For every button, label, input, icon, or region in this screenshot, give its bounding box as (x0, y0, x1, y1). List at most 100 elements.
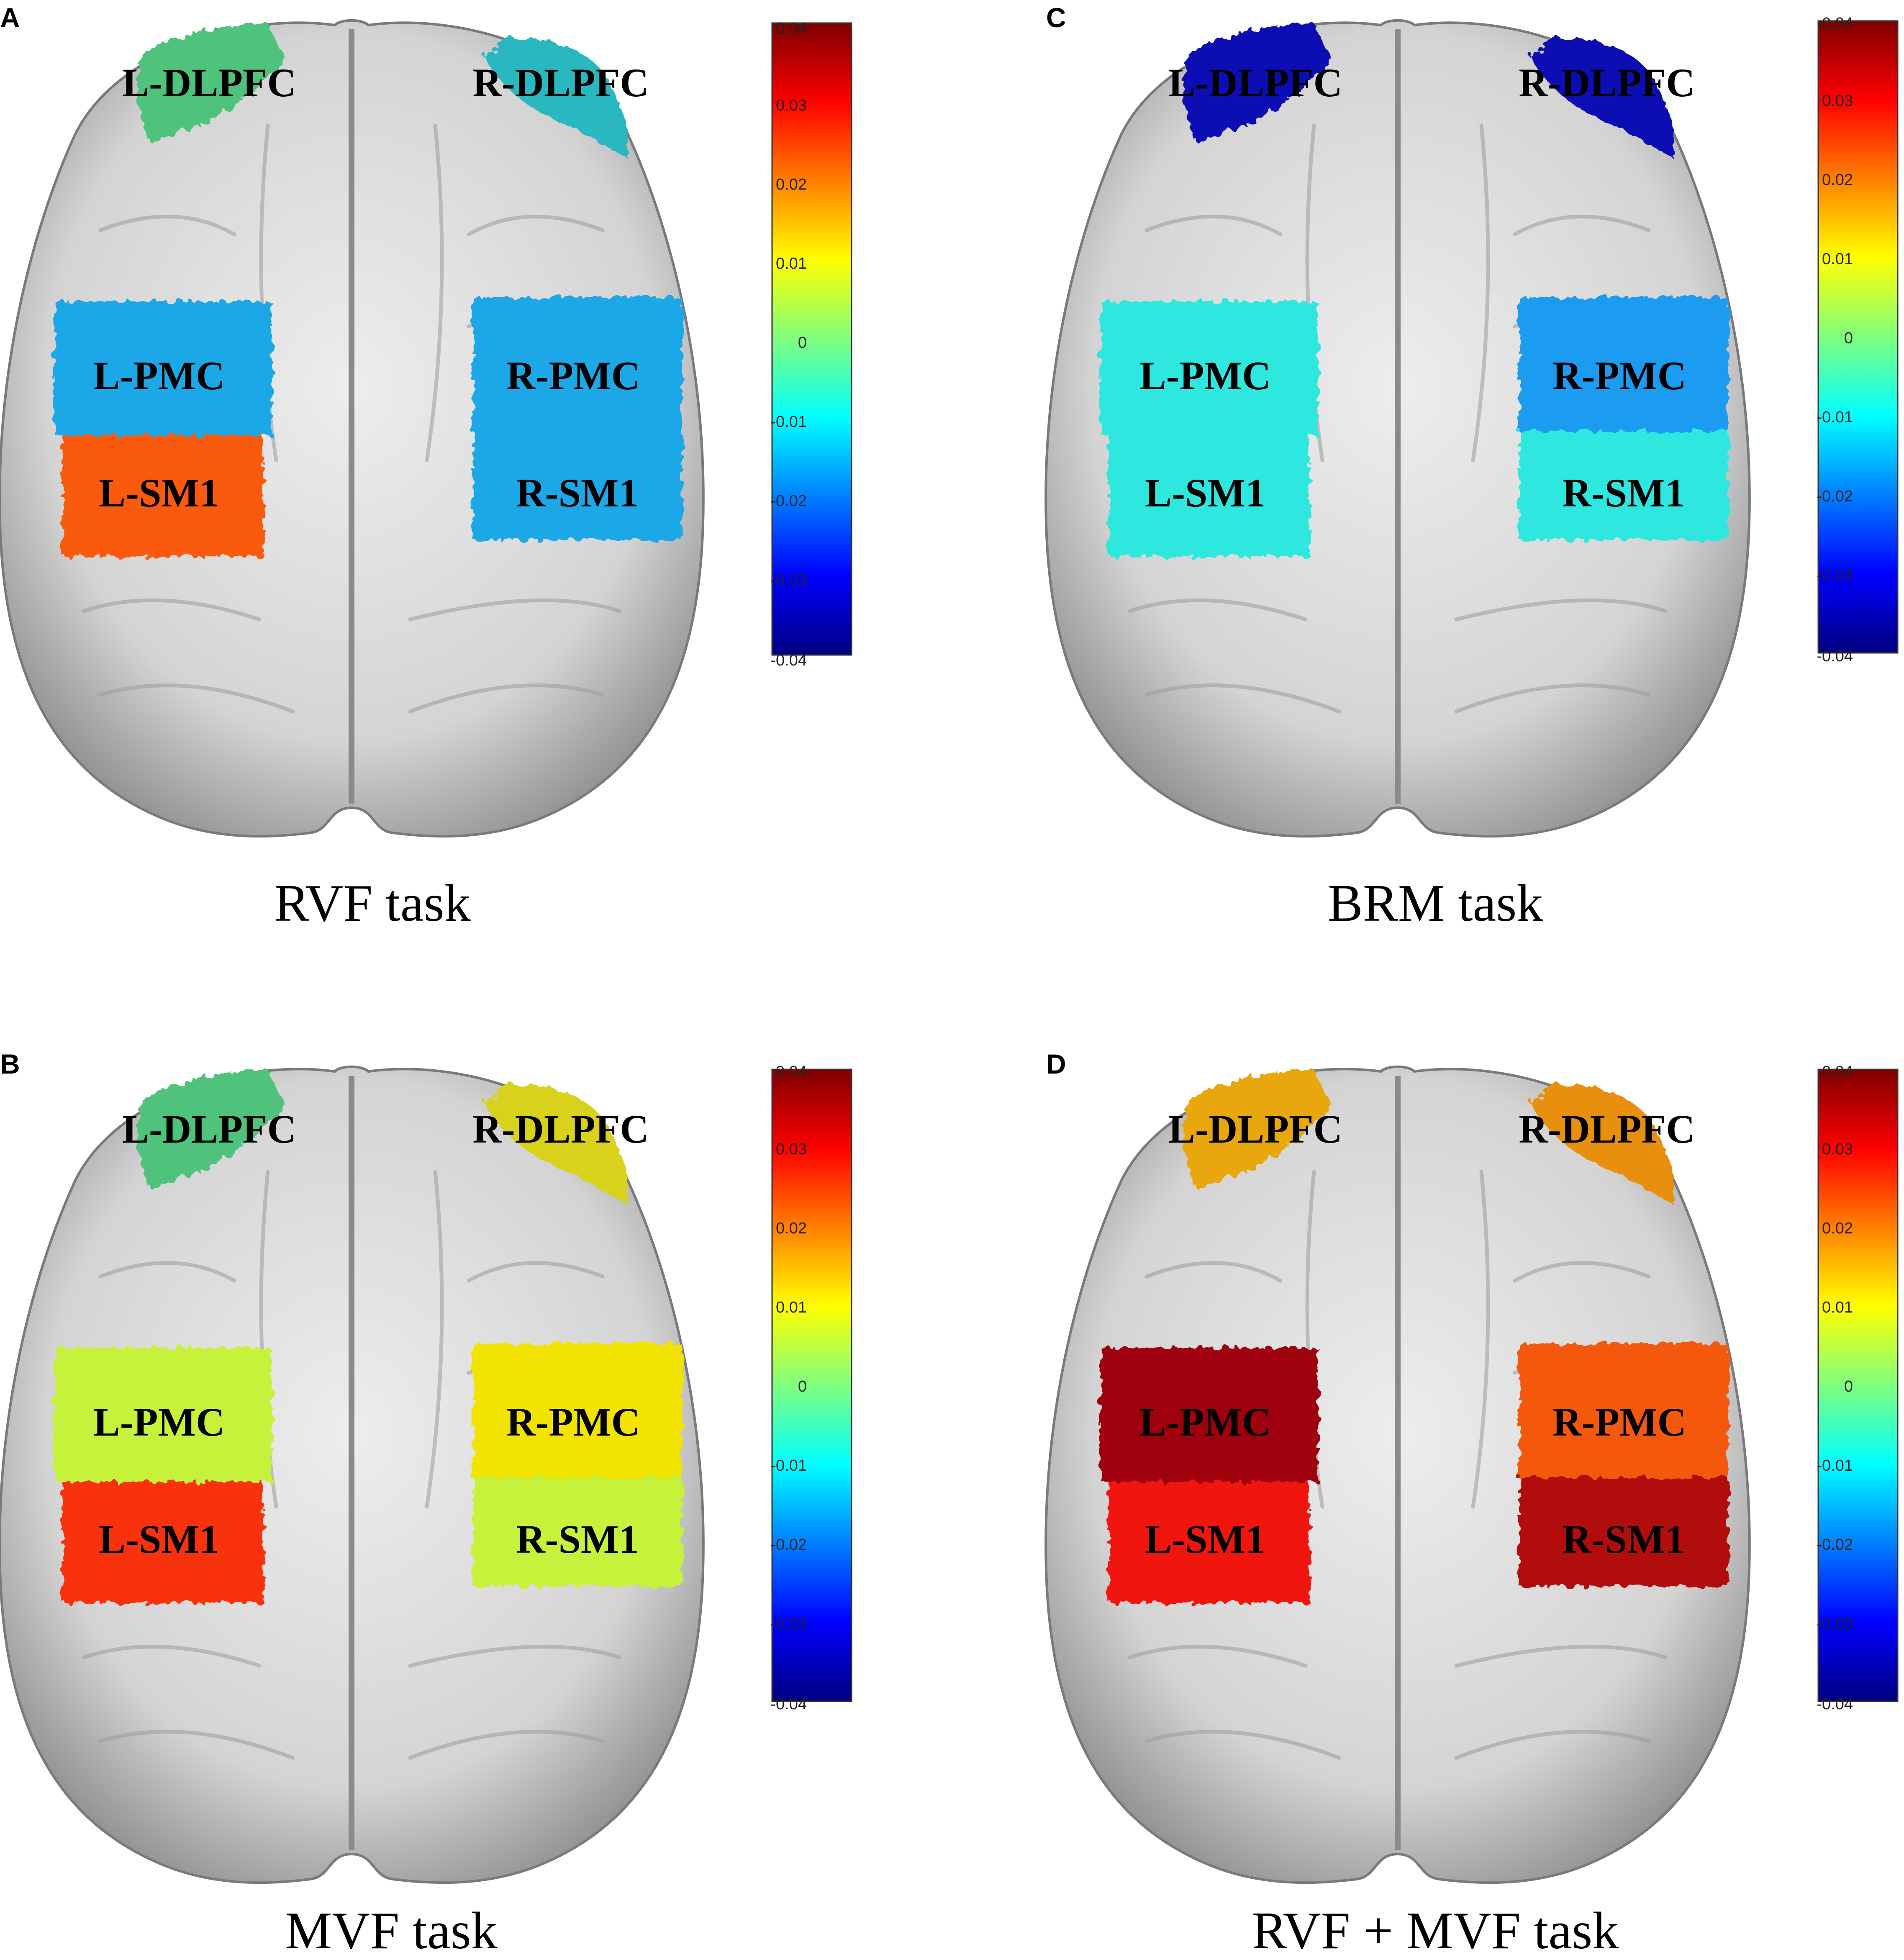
panel-letter: D (1046, 1048, 1066, 1079)
tick-label: 0.01 (776, 255, 807, 272)
region-label: L-PMC (93, 353, 225, 398)
region-label: R-DLPFC (472, 1107, 649, 1151)
brain (0, 1065, 705, 1884)
region-r-dlpfc (485, 1084, 629, 1205)
panel-letter: C (1046, 2, 1066, 33)
tick-label: -0.01 (770, 1457, 807, 1474)
tick-label: -0.03 (770, 571, 807, 589)
tick-label: -0.03 (1817, 567, 1853, 584)
region-label: L-SM1 (99, 1517, 219, 1562)
region-label: L-PMC (1139, 353, 1271, 398)
region-label: L-DLPFC (1168, 1107, 1342, 1151)
region-l-sm1 (1109, 1482, 1310, 1603)
tick-label: 0 (1844, 1378, 1853, 1395)
tick-label: 0 (798, 1378, 807, 1395)
region-label: L-SM1 (1145, 1517, 1265, 1562)
tick-label: 0.02 (1822, 1220, 1853, 1237)
region-label: L-DLPFC (1168, 60, 1342, 105)
tick-label: 0.03 (776, 1141, 807, 1158)
region-r-sm1 (473, 1477, 682, 1586)
regions (1101, 1069, 1728, 1603)
region-l-dlpfc (1183, 1069, 1331, 1189)
regions (54, 1069, 682, 1603)
region-label: L-DLPFC (122, 60, 296, 105)
region-label: R-PMC (506, 1400, 640, 1444)
panel-b: B L-DLPFC R- (0, 1048, 852, 1960)
tick-label: -0.02 (1817, 488, 1853, 505)
tick-label: 0.04 (1822, 15, 1853, 32)
tick-label: 0 (798, 334, 807, 352)
region-l-dlpfc (1183, 23, 1331, 142)
region-l-pmc (1101, 1348, 1318, 1482)
region-r-dlpfc (485, 37, 629, 159)
tick-label: -0.02 (770, 1536, 807, 1554)
region-r-pmc (1519, 297, 1728, 431)
tick-label: 0.02 (776, 176, 807, 193)
task-caption: RVF task (274, 874, 471, 932)
region-label: L-SM1 (1145, 470, 1265, 515)
tick-label: -0.04 (770, 652, 807, 669)
region-label: R-DLPFC (472, 60, 649, 105)
task-caption: BRM task (1328, 874, 1543, 932)
task-caption: RVF + MVF task (1252, 1902, 1619, 1960)
colorbar-gradient (1817, 1069, 1899, 1702)
region-label: L-PMC (1139, 1400, 1271, 1444)
colorbar: 0.04 0.03 0.02 0.01 0 -0.01 -0.02 -0.03 … (1817, 15, 1899, 665)
colorbar-ticks: 0.04 0.03 0.02 0.01 0 -0.01 -0.02 -0.03 … (1817, 15, 1853, 665)
region-label: R-DLPFC (1519, 60, 1695, 105)
region-label: R-DLPFC (1519, 1107, 1695, 1151)
tick-label: -0.02 (1817, 1536, 1853, 1554)
colorbar-ticks: 0.04 0.03 0.02 0.01 0 -0.01 -0.02 -0.03 … (1817, 1063, 1853, 1713)
region-l-pmc (54, 1348, 272, 1482)
tick-label: -0.03 (1817, 1615, 1853, 1633)
region-r-sm1 (473, 431, 682, 540)
tick-label: -0.04 (770, 1695, 807, 1713)
tick-label: 0.04 (1822, 1063, 1853, 1081)
regions (1101, 23, 1728, 557)
tick-label: -0.01 (770, 413, 807, 431)
tick-label: 0.01 (1822, 1299, 1853, 1316)
panel-c: C L-DLPFC R- (1044, 2, 1899, 932)
region-l-dlpfc (137, 23, 285, 142)
tick-label: 0.01 (776, 1299, 807, 1316)
tick-label: 0.03 (1822, 92, 1853, 110)
region-label: L-SM1 (99, 470, 219, 515)
tick-label: -0.04 (1817, 647, 1853, 665)
tick-label: 0 (1844, 329, 1853, 347)
brain (1044, 1065, 1751, 1884)
region-label: R-PMC (506, 353, 640, 398)
region-label: L-PMC (93, 1400, 225, 1444)
region-r-dlpfc (1532, 37, 1675, 159)
region-label: R-SM1 (516, 470, 639, 515)
region-label: R-PMC (1552, 1400, 1686, 1444)
tick-label: 0.04 (776, 1063, 807, 1081)
tick-label: 0.01 (1822, 250, 1853, 268)
region-label: R-PMC (1552, 353, 1686, 398)
colorbar: 0.04 0.03 0.02 0.01 0 -0.01 -0.02 -0.03 … (770, 20, 852, 669)
tick-label: 0.04 (776, 20, 807, 37)
region-r-sm1 (1519, 1477, 1728, 1586)
colorbar-gradient (771, 22, 852, 656)
region-l-pmc (1101, 301, 1318, 435)
tick-label: -0.01 (1817, 1457, 1853, 1474)
colorbar: 0.04 0.03 0.02 0.01 0 -0.01 -0.02 -0.03 … (770, 1063, 852, 1713)
tick-label: 0.02 (776, 1220, 807, 1237)
region-label: R-SM1 (1562, 470, 1685, 515)
region-r-pmc (1519, 1343, 1728, 1477)
task-caption: MVF task (285, 1902, 498, 1960)
panel-d: D L-DLPFC R- (1044, 1048, 1899, 1960)
colorbar-gradient (1817, 20, 1899, 654)
panel-letter: A (0, 2, 20, 33)
region-label: L-DLPFC (122, 1107, 296, 1151)
region-l-sm1 (1109, 435, 1310, 557)
region-label: R-SM1 (516, 1517, 639, 1562)
tick-label: 0.03 (776, 97, 807, 114)
region-l-sm1 (63, 1482, 264, 1603)
regions (54, 23, 682, 557)
colorbar-ticks: 0.04 0.03 0.02 0.01 0 -0.01 -0.02 -0.03 … (770, 1063, 807, 1713)
region-r-dlpfc (1532, 1084, 1675, 1205)
region-r-sm1 (1519, 431, 1728, 540)
region-l-sm1 (63, 435, 264, 557)
tick-label: 0.02 (1822, 171, 1853, 189)
